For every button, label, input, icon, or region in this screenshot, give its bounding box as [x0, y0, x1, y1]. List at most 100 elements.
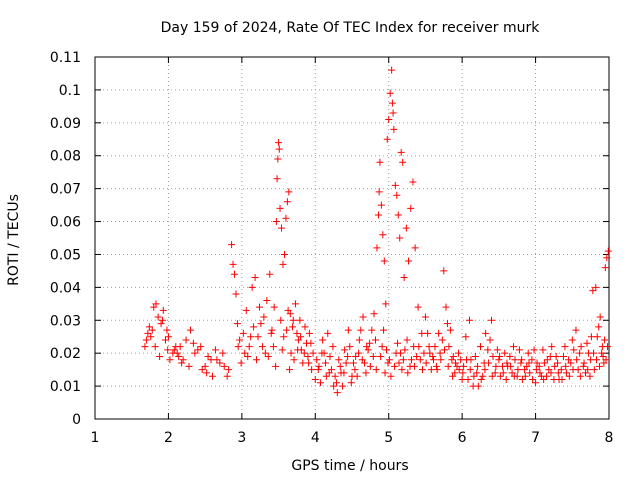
data-point: [353, 372, 361, 380]
data-point: [314, 366, 322, 374]
data-point: [179, 356, 187, 364]
data-point: [216, 359, 224, 367]
data-point: [159, 306, 167, 314]
data-point: [424, 329, 432, 337]
data-point: [407, 356, 415, 364]
data-point: [479, 372, 487, 380]
data-point: [255, 303, 263, 311]
data-point: [404, 369, 412, 377]
data-point: [342, 359, 350, 367]
data-point: [307, 339, 315, 347]
data-point: [276, 204, 284, 212]
data-point: [399, 356, 407, 364]
data-point: [449, 372, 457, 380]
data-point: [161, 336, 169, 344]
data-point: [539, 346, 547, 354]
data-point: [357, 326, 365, 334]
data-point: [426, 349, 434, 357]
data-point: [278, 224, 286, 232]
data-point: [481, 366, 489, 374]
data-point: [576, 349, 584, 357]
data-point: [601, 336, 609, 344]
data-point: [466, 366, 474, 374]
x-tick-label: 6: [458, 430, 467, 446]
y-tick-label: 0.06: [50, 215, 81, 231]
data-point: [502, 376, 510, 384]
data-point: [457, 356, 465, 364]
data-point: [576, 372, 584, 380]
data-point: [267, 329, 275, 337]
y-tick-label: 0.01: [50, 379, 81, 395]
data-point: [159, 316, 167, 324]
data-point: [391, 181, 399, 189]
data-point: [489, 352, 497, 360]
data-point: [446, 326, 454, 334]
data-point: [319, 336, 327, 344]
data-point: [604, 343, 612, 351]
data-point: [380, 257, 388, 265]
data-point: [269, 343, 277, 351]
data-point: [401, 346, 409, 354]
data-point: [584, 366, 592, 374]
data-point: [429, 352, 437, 360]
data-point: [425, 343, 433, 351]
data-point: [294, 346, 302, 354]
data-point: [232, 290, 240, 298]
data-point: [474, 382, 482, 390]
data-point: [370, 310, 378, 318]
data-point: [315, 362, 323, 370]
data-point: [289, 323, 297, 331]
data-point: [338, 382, 346, 390]
data-point: [156, 352, 164, 360]
data-point: [166, 356, 174, 364]
data-point: [208, 372, 216, 380]
data-point: [573, 356, 581, 364]
data-point: [506, 352, 514, 360]
data-point: [203, 369, 211, 377]
data-point: [474, 362, 482, 370]
data-point: [318, 349, 326, 357]
data-point: [197, 343, 205, 351]
data-point: [437, 356, 445, 364]
data-point: [592, 283, 600, 291]
data-point: [392, 349, 400, 357]
data-point: [185, 362, 193, 370]
data-point: [380, 326, 388, 334]
data-point: [546, 352, 554, 360]
data-point: [514, 366, 522, 374]
data-point: [182, 336, 190, 344]
y-tick-label: 0.02: [50, 346, 81, 362]
data-point: [148, 326, 156, 334]
data-point: [175, 352, 183, 360]
x-axis-label: GPS time / hours: [291, 458, 408, 474]
chart-title: Day 159 of 2024, Rate Of TEC Index for r…: [161, 20, 541, 36]
data-point: [241, 349, 249, 357]
data-point: [389, 109, 397, 117]
data-point: [488, 316, 496, 324]
data-point: [590, 366, 598, 374]
data-point: [395, 359, 403, 367]
data-point: [559, 352, 567, 360]
data-point: [368, 326, 376, 334]
data-point: [540, 359, 548, 367]
data-point: [409, 178, 417, 186]
y-tick-label: 0.1: [59, 83, 81, 99]
data-point: [372, 366, 380, 374]
data-point: [289, 316, 297, 324]
data-point: [378, 343, 386, 351]
data-point: [465, 316, 473, 324]
data-point: [394, 339, 402, 347]
data-point: [340, 369, 348, 377]
data-point: [491, 369, 499, 377]
data-point: [501, 349, 509, 357]
data-point: [449, 352, 457, 360]
data-point: [186, 326, 194, 334]
data-point: [170, 346, 178, 354]
data-point: [280, 250, 288, 258]
data-point: [536, 369, 544, 377]
x-axis-tick-labels: 1 2 3 4 5 6 7 8: [91, 430, 614, 446]
data-point: [569, 366, 577, 374]
data-point: [371, 336, 379, 344]
data-point: [247, 333, 255, 341]
y-tick-label: 0.03: [50, 313, 81, 329]
